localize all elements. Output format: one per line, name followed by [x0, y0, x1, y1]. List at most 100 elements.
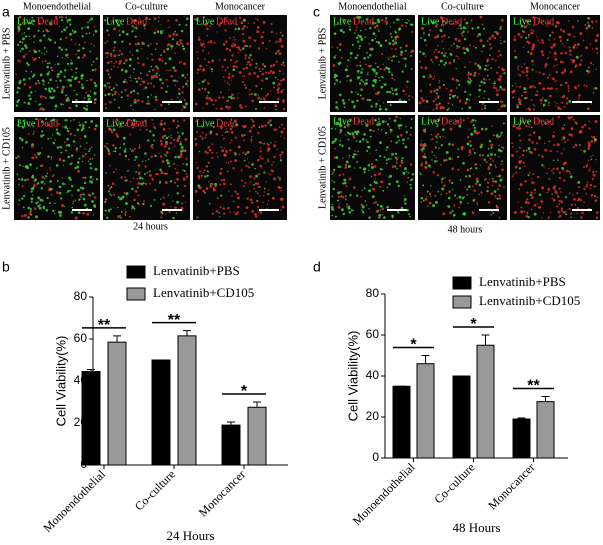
cell-dot	[487, 98, 490, 101]
cell-dot	[559, 108, 562, 111]
cell-dot	[570, 127, 574, 131]
cell-dot	[389, 103, 392, 107]
cell-dot	[365, 78, 368, 82]
cell-dot	[74, 134, 76, 137]
cell-dot	[250, 126, 253, 129]
cell-dot	[352, 18, 355, 20]
cell-dot	[411, 23, 414, 26]
cell-dot	[420, 197, 424, 200]
cell-dot	[500, 146, 503, 148]
cell-dot	[343, 18, 345, 21]
cell-dot	[219, 183, 222, 186]
cell-dot	[248, 161, 250, 164]
cell-dot	[370, 105, 373, 108]
cell-dot	[401, 157, 404, 160]
cell-dot	[271, 163, 273, 166]
cell-dot	[528, 125, 531, 128]
cell-dot	[584, 24, 587, 26]
cell-dot	[65, 99, 69, 102]
cell-dot	[489, 157, 492, 160]
cell-dot	[487, 201, 491, 204]
cell-dot	[447, 205, 451, 208]
row-label: Lenvatinib + PBS	[1, 28, 12, 100]
cell-dot	[235, 23, 238, 26]
cell-dot	[264, 124, 267, 127]
cell-dot	[563, 70, 567, 73]
cell-dot	[58, 214, 62, 217]
cell-dot	[253, 93, 257, 96]
cell-dot	[518, 188, 521, 191]
cell-dot	[344, 134, 347, 136]
cell-dot	[164, 142, 168, 146]
cell-dot	[437, 36, 439, 39]
cell-dot	[547, 76, 550, 79]
cell-dot	[18, 199, 21, 202]
cell-dot	[574, 204, 577, 206]
cell-dot	[164, 51, 166, 53]
cell-dot	[361, 210, 365, 214]
cell-dot	[131, 54, 134, 56]
cell-dot	[207, 41, 210, 44]
cell-dot	[500, 18, 504, 22]
cell-dot	[106, 29, 109, 32]
cell-dot	[66, 127, 69, 130]
cell-dot	[256, 199, 259, 202]
cell-dot	[259, 195, 261, 197]
cell-dot	[373, 173, 377, 177]
cell-dot	[49, 96, 53, 99]
cell-dot	[146, 171, 149, 174]
cell-dot	[231, 93, 234, 96]
cell-dot	[456, 119, 459, 123]
cell-dot	[185, 157, 188, 160]
cell-dot	[44, 87, 47, 91]
cell-dot	[465, 97, 469, 101]
cell-dot	[572, 146, 575, 149]
cell-dot	[74, 216, 78, 220]
cell-dot	[396, 210, 399, 213]
dead-label: Dead	[126, 16, 147, 27]
cell-dot	[118, 29, 121, 32]
cell-dot	[198, 38, 200, 40]
cell-dot	[232, 42, 235, 45]
cell-dot	[418, 101, 422, 105]
cell-dot	[486, 58, 490, 62]
cell-dot	[542, 212, 545, 214]
x-tick-label: Co-culture	[132, 467, 178, 513]
cell-dot	[60, 197, 63, 200]
cell-dot	[499, 25, 503, 28]
cell-dot	[558, 35, 562, 39]
cell-dot	[267, 193, 270, 196]
cell-dot	[369, 152, 371, 155]
cell-dot	[522, 46, 525, 48]
cell-dot	[435, 48, 438, 51]
cell-dot	[137, 164, 141, 167]
cell-dot	[530, 208, 533, 211]
cell-dot	[24, 35, 28, 38]
cell-dot	[113, 40, 117, 44]
cell-dot	[263, 191, 266, 193]
cell-dot	[396, 167, 398, 170]
cell-dot	[422, 199, 425, 202]
cell-dot	[176, 40, 179, 44]
cell-dot	[501, 67, 504, 70]
cell-dot	[543, 166, 545, 168]
cell-dot	[57, 62, 60, 66]
cell-dot	[50, 125, 52, 128]
cell-dot	[352, 134, 355, 138]
cell-dot	[377, 41, 381, 44]
cell-dot	[394, 156, 397, 159]
cell-dot	[354, 56, 358, 60]
cell-dot	[492, 134, 495, 137]
cell-dot	[580, 216, 583, 219]
cell-dot	[66, 21, 69, 23]
cell-dot	[409, 215, 411, 218]
cell-dot	[94, 124, 98, 128]
micrograph	[418, 15, 507, 112]
cell-dot	[164, 107, 167, 110]
significance: **	[98, 317, 111, 334]
cell-dot	[420, 140, 423, 142]
cell-dot	[369, 135, 372, 138]
cell-dot	[70, 120, 72, 122]
cell-dot	[274, 104, 278, 108]
cell-dot	[148, 70, 151, 73]
